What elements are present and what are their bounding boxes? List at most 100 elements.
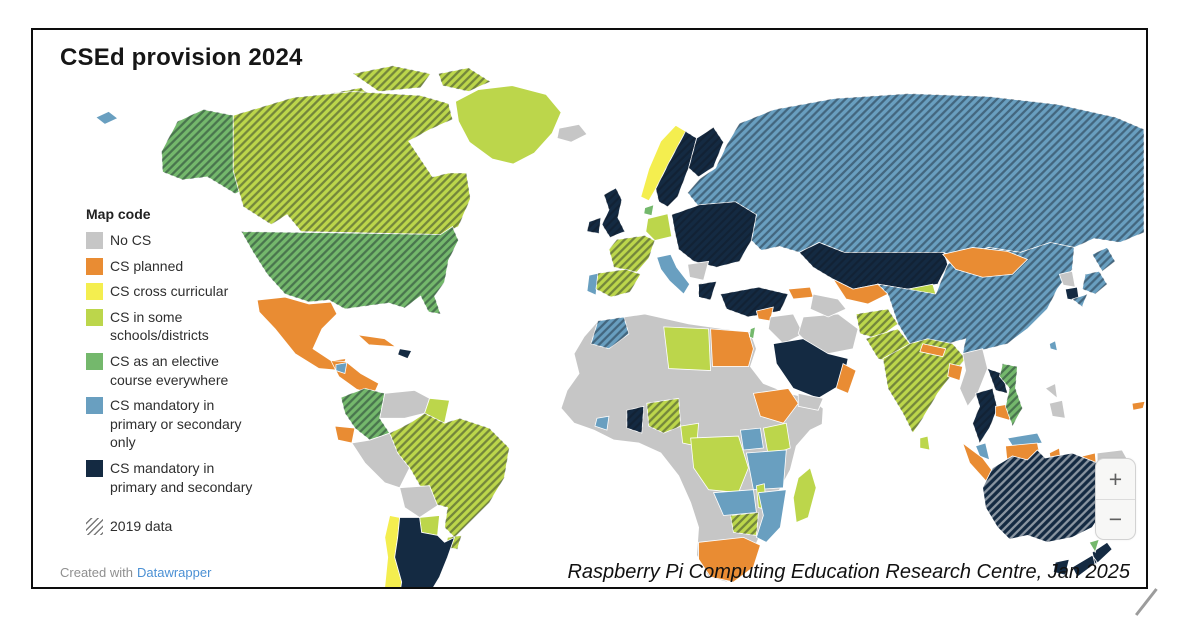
region-sri-lanka[interactable] <box>919 435 931 451</box>
region-germany[interactable] <box>645 213 673 241</box>
region-israel[interactable] <box>748 326 756 340</box>
region-philippines[interactable] <box>1044 382 1066 419</box>
zoom-divider <box>1096 499 1135 500</box>
legend-label: CS mandatory in primary or secondary onl… <box>110 397 242 451</box>
region-uganda[interactable] <box>740 427 764 451</box>
region-finland-hatch <box>688 127 724 177</box>
region-malaysia[interactable] <box>975 432 1043 461</box>
region-denmark[interactable] <box>643 204 655 217</box>
region-ghana-hatch <box>626 406 644 434</box>
legend-label: CS in some schools/districts <box>110 308 209 344</box>
region-mongolia[interactable] <box>941 247 1029 278</box>
legend-label: 2019 data <box>110 518 173 535</box>
region-libya[interactable] <box>663 326 711 371</box>
region-canadian-arctic-hatch <box>330 65 491 105</box>
region-tanzania[interactable] <box>745 449 787 491</box>
region-turkmenistan[interactable] <box>809 293 847 318</box>
region-liberia[interactable] <box>594 415 610 431</box>
region-italy[interactable] <box>656 253 691 295</box>
region-afghanistan-hatch <box>856 308 898 339</box>
legend-swatch-elective <box>86 353 103 371</box>
region-greenland[interactable] <box>455 85 562 165</box>
legend-item-elective: CS as an elective course everywhere <box>86 352 266 389</box>
region-cuba[interactable] <box>356 334 398 348</box>
region-guatemala[interactable] <box>335 362 348 375</box>
region-france-hatch <box>608 235 655 273</box>
legend-heading: Map code <box>86 206 151 222</box>
zoom-out-button[interactable]: − <box>1096 499 1135 539</box>
region-caucasus[interactable] <box>787 286 814 300</box>
region-fiji[interactable] <box>1131 400 1146 411</box>
region-balkans[interactable] <box>687 260 710 281</box>
legend-label: CS as an elective course everywhere <box>110 353 229 388</box>
legend-label: No CS <box>110 232 152 248</box>
legend-swatch-no-cs <box>86 232 103 249</box>
legend-item-2019-data: 2019 data <box>86 517 266 536</box>
region-aleutians[interactable] <box>95 110 119 125</box>
legend-swatch-hatch <box>86 518 103 536</box>
region-australia-hatch <box>982 449 1110 543</box>
region-usa-hatch <box>241 226 459 314</box>
region-nz-north-tip[interactable] <box>1088 538 1100 554</box>
credit-prefix: Created with <box>60 565 133 580</box>
region-portugal[interactable] <box>586 272 599 296</box>
region-oman[interactable] <box>835 363 857 394</box>
region-greece-hatch <box>698 281 717 301</box>
region-russia-hatch <box>687 93 1145 258</box>
legend-item-cross-curricular: CS cross curricular <box>86 282 266 301</box>
legend-swatch-planned <box>86 257 103 275</box>
legend-item-some-schools: CS in some schools/districts <box>86 308 266 345</box>
region-taiwan[interactable] <box>1048 340 1058 352</box>
region-tasmania[interactable] <box>1052 558 1070 576</box>
legend-swatch-mandatory-one <box>86 397 103 415</box>
region-colombia-hatch <box>340 388 390 441</box>
region-iran[interactable] <box>797 313 859 355</box>
region-hispaniola[interactable] <box>397 348 413 360</box>
zoom-in-button[interactable]: + <box>1096 459 1135 499</box>
region-yemen[interactable] <box>797 392 824 411</box>
legend-item-mandatory-both: CS mandatory in primary and secondary <box>86 459 266 496</box>
legend-swatch-some-schools <box>86 308 103 326</box>
region-morocco-hatch <box>590 316 629 349</box>
region-iraq[interactable] <box>767 313 804 345</box>
region-venezuela[interactable] <box>379 390 431 419</box>
region-thailand-hatch <box>972 388 998 444</box>
region-ecuador[interactable] <box>334 425 356 444</box>
region-zimbabwe-hatch <box>730 512 759 536</box>
region-north-korea[interactable] <box>1058 270 1076 288</box>
region-canada-hatch <box>233 91 471 235</box>
region-bangladesh[interactable] <box>947 363 964 382</box>
legend-label: CS cross curricular <box>110 283 229 300</box>
region-eastern-europe-hatch <box>671 201 757 268</box>
region-nepal[interactable] <box>919 343 947 358</box>
map-zoom-control: + − <box>1095 458 1136 540</box>
legend-rows: No CS CS planned CS cross curricular CS … <box>86 231 266 536</box>
region-egypt[interactable] <box>710 328 754 367</box>
region-south-africa[interactable] <box>698 536 761 583</box>
legend-swatch-mandatory-both <box>86 460 103 478</box>
region-argentina[interactable] <box>394 517 456 587</box>
legend-swatch-cross-curricular <box>86 283 103 301</box>
region-ethiopia[interactable] <box>752 387 799 424</box>
region-mozambique[interactable] <box>755 489 787 543</box>
legend-item-mandatory-one: CS mandatory in primary or secondary onl… <box>86 396 266 452</box>
region-ireland-hatch <box>587 217 601 234</box>
region-alaska-hatch <box>161 109 250 194</box>
region-new-zealand[interactable] <box>1071 541 1113 578</box>
region-myanmar[interactable] <box>959 348 988 408</box>
datawrapper-link[interactable]: Datawrapper <box>136 565 212 580</box>
region-india-hatch <box>882 338 966 434</box>
region-spain-hatch <box>595 269 641 298</box>
region-kenya[interactable] <box>762 422 791 457</box>
region-nigeria-hatch <box>646 398 681 434</box>
stray-slash-mark <box>1135 588 1158 616</box>
attribution-text: Raspberry Pi Computing Education Researc… <box>567 561 1130 583</box>
region-brazil-hatch <box>389 413 510 538</box>
region-bolivia[interactable] <box>399 485 439 518</box>
region-mexico[interactable] <box>256 296 347 371</box>
map-legend: Map code No CS CS planned CS cross curri… <box>86 206 266 536</box>
world-map[interactable] <box>33 30 1146 587</box>
region-iceland[interactable] <box>556 123 588 143</box>
region-madagascar[interactable] <box>792 467 817 524</box>
